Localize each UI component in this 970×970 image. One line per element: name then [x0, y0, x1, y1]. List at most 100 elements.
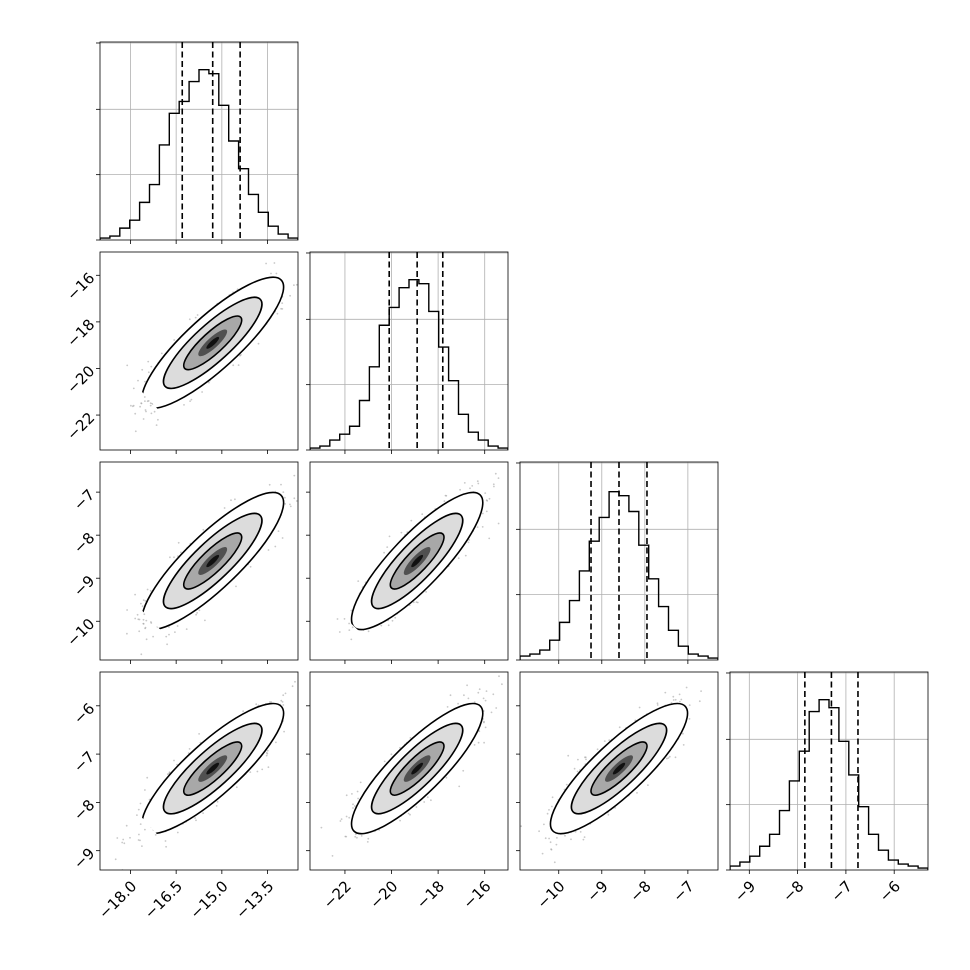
sample-point: [425, 591, 427, 593]
sample-point: [174, 631, 176, 633]
histogram-step: [310, 279, 508, 450]
sample-point: [257, 342, 260, 345]
sample-point: [488, 497, 491, 500]
sample-point: [300, 468, 302, 470]
sample-point: [136, 814, 138, 816]
sample-point: [177, 541, 180, 544]
sample-point: [131, 405, 134, 408]
sample-point: [294, 680, 296, 683]
hist-panel-0: [96, 41, 299, 244]
sample-point: [289, 294, 291, 297]
sample-point: [141, 605, 144, 608]
sample-point: [183, 404, 185, 406]
sample-point: [383, 551, 385, 554]
sample-point: [141, 368, 144, 371]
density-level: [206, 336, 220, 349]
sample-point: [194, 316, 197, 319]
sample-point: [284, 496, 286, 499]
y-tick-label: −10: [63, 615, 98, 650]
sample-point: [147, 371, 150, 374]
sample-point: [348, 629, 351, 631]
sample-point: [188, 318, 191, 321]
y-tick-label: −20: [63, 362, 98, 397]
sample-point: [350, 609, 353, 612]
sample-point: [169, 556, 171, 559]
sample-point: [240, 354, 242, 356]
sample-point: [343, 618, 346, 620]
sample-point: [130, 404, 132, 407]
sample-point: [204, 619, 206, 622]
sample-point: [265, 262, 267, 265]
sample-point: [336, 618, 339, 620]
sample-point: [137, 379, 139, 382]
sample-point: [149, 404, 152, 407]
sample-point: [139, 839, 141, 842]
sample-point: [146, 776, 149, 779]
sample-point: [180, 551, 182, 554]
sample-point: [198, 609, 201, 612]
sample-point: [266, 749, 269, 752]
y-tick-label: −9: [70, 572, 98, 600]
contour-line: [162, 296, 263, 390]
sample-point: [497, 522, 500, 525]
sample-point: [400, 531, 403, 534]
sample-point: [144, 400, 146, 402]
sample-point: [150, 412, 153, 415]
sample-point: [348, 622, 350, 625]
sample-point: [140, 402, 143, 404]
sample-point: [338, 631, 341, 633]
y-tick-label: −7: [70, 486, 98, 514]
contour-line: [182, 315, 243, 371]
sample-point: [142, 418, 145, 420]
panel-frame: [99, 461, 299, 661]
sample-point: [277, 530, 280, 532]
sample-point: [280, 483, 282, 486]
panel-frame: [309, 251, 509, 451]
sample-point: [293, 474, 296, 477]
contour-line: [370, 512, 464, 610]
sample-point: [306, 486, 308, 488]
sample-point: [274, 545, 277, 548]
sample-point: [153, 410, 156, 413]
sample-point: [145, 410, 147, 413]
sample-point: [126, 364, 129, 367]
sample-point: [467, 541, 470, 544]
sample-point: [142, 623, 145, 625]
sample-point: [476, 526, 479, 528]
sample-point: [410, 519, 413, 522]
sample-point: [132, 387, 135, 390]
sample-point: [268, 483, 271, 486]
sample-point: [492, 483, 495, 486]
contour-line: [162, 512, 263, 610]
sample-point: [357, 580, 360, 582]
sample-point: [298, 279, 300, 281]
scatter-panel-2-1: [306, 461, 509, 664]
sample-point: [230, 499, 232, 502]
panel-frame: [309, 461, 509, 661]
sample-point: [394, 616, 397, 619]
sample-point: [189, 400, 192, 402]
sample-point: [293, 284, 295, 286]
sample-point: [145, 619, 148, 622]
sample-point: [157, 418, 159, 421]
sample-point: [140, 602, 142, 605]
sample-point: [134, 617, 137, 620]
scatter-panel-3-0: −9−8−7−6−18.0 −16.5 −15.0 −13.5: [70, 671, 299, 922]
sample-point: [138, 833, 140, 836]
sample-point: [114, 858, 117, 861]
sample-point: [137, 808, 140, 811]
sample-point: [488, 537, 491, 540]
sample-point: [142, 599, 145, 601]
sample-point: [144, 380, 146, 383]
sample-point: [457, 557, 460, 560]
sample-point: [421, 513, 424, 516]
y-tick-label: −22: [63, 409, 98, 444]
sample-point: [387, 624, 390, 627]
sample-point: [185, 628, 188, 630]
sample-point: [415, 601, 418, 603]
sample-point: [235, 585, 237, 588]
sample-point: [137, 618, 140, 621]
sample-point: [136, 613, 139, 616]
scatter-panel-1-0: −22−20−18−16: [63, 251, 300, 454]
sample-point: [471, 485, 474, 487]
